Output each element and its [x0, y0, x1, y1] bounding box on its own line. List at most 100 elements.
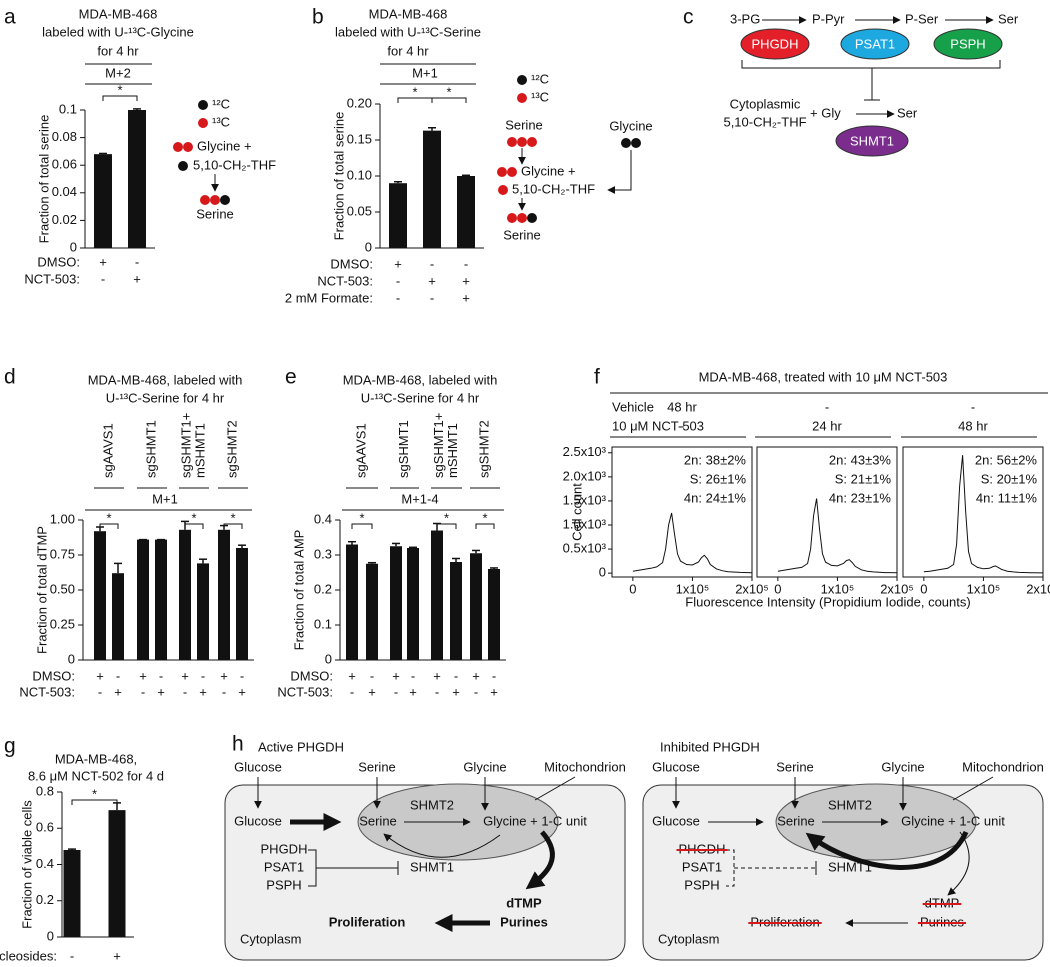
group-label: M+1	[412, 65, 438, 80]
y-tick-label: 2.5x10³	[563, 444, 607, 459]
group-label: M+2	[105, 65, 131, 80]
condition-label: DMSO:	[37, 254, 80, 269]
bar	[423, 130, 441, 248]
chart-title: 8.6 μM NCT-502 for 4 d	[28, 768, 164, 783]
x-tick-label: 0	[629, 581, 636, 596]
condition-label: NCT-503:	[24, 271, 80, 286]
chart-title: MDA-MB-468, labeled with	[88, 372, 243, 387]
scheme-label: Serine	[196, 206, 234, 221]
condition-mark: -	[240, 668, 244, 683]
bar	[450, 562, 462, 660]
condition-mark: -	[183, 684, 187, 699]
bar	[94, 154, 112, 248]
carbon-dot	[631, 138, 641, 148]
enzyme-label: SHMT2	[410, 797, 454, 812]
y-tick-label: 0	[68, 651, 75, 666]
compartment-label: Cytoplasm	[240, 931, 301, 946]
bar	[470, 553, 482, 660]
enzyme-label: PHGDH	[261, 841, 308, 856]
y-tick-label: 0	[599, 565, 606, 580]
enzyme-label: PHGDH	[752, 36, 799, 51]
x-tick-label: 2x10⁵	[1026, 581, 1050, 596]
condition-mark: -	[370, 668, 374, 683]
x-tick-label: 2x10⁵	[880, 581, 914, 596]
y-tick-label: 0.10	[347, 167, 372, 182]
condition-mark: +	[220, 668, 228, 683]
pathway-step: P-Ser	[905, 11, 939, 26]
enzyme-label: SHMT1	[410, 859, 454, 874]
x-tick-label: 0	[920, 581, 927, 596]
condition-mark: +	[392, 668, 400, 683]
condition-mark: +	[348, 668, 356, 683]
y-tick-label: 0	[365, 239, 372, 254]
group-name: sgSHMT1+	[431, 413, 446, 478]
annotation: 2n: 56±2%	[975, 452, 1038, 467]
bar	[457, 176, 475, 248]
y-tick-label: 0.3	[314, 546, 332, 561]
histogram-line	[923, 455, 1044, 574]
carbon-dot	[517, 213, 527, 223]
condition-mark: +	[452, 684, 460, 699]
metabolite: Serine	[359, 813, 397, 828]
group-label: M+1	[152, 491, 178, 506]
condition-mark: -	[396, 273, 400, 288]
carbon-dot	[497, 167, 507, 177]
row-label: 10 μM NCT-503	[612, 418, 704, 433]
condition-mark: -	[159, 668, 163, 683]
annotation: S: 26±1%	[690, 471, 747, 486]
enzyme-label: PSPH	[950, 36, 985, 51]
significance-bracket	[475, 523, 495, 529]
row-label: Vehicle	[612, 399, 654, 414]
condition-label: Nucleosides:	[0, 948, 57, 963]
condition-mark: -	[474, 684, 478, 699]
condition-mark: +	[157, 684, 165, 699]
condition-mark: -	[222, 684, 226, 699]
legend-label: ¹³C	[212, 114, 230, 129]
group-name: sgSHMT2	[224, 420, 239, 478]
y-tick-label: 0.2	[36, 892, 54, 907]
condition-label: NCT-503:	[317, 273, 373, 288]
scheme-label: 5,10-CH₂-THF	[193, 157, 276, 172]
panel-letter: f	[594, 366, 600, 389]
carbon-dot	[198, 100, 208, 110]
bar	[389, 183, 407, 248]
scheme-label: Serine	[503, 227, 541, 242]
y-tick-label: 0.1	[59, 101, 77, 116]
annotation: 4n: 11±1%	[976, 490, 1038, 505]
outcome-label: Proliferation	[329, 914, 406, 929]
condition-mark: +	[490, 684, 498, 699]
scheme-label: 5,10-CH₂-THF	[512, 181, 595, 196]
significance-label: *	[191, 510, 196, 525]
scheme-label: Glycine	[609, 118, 652, 133]
enzyme-label: PSPH	[684, 877, 719, 892]
condition-mark: +	[181, 668, 189, 683]
panel-letter: a	[4, 6, 16, 29]
condition-mark: +	[462, 290, 470, 305]
enzyme-oval	[740, 28, 810, 60]
y-tick-label: 1.00	[50, 511, 75, 526]
y-tick-label: 0.2	[314, 581, 332, 596]
y-tick-label: 0.20	[347, 95, 372, 110]
y-tick-label: 2.0x10³	[563, 468, 607, 483]
arrow	[607, 150, 632, 194]
condition-label: DMSO:	[290, 668, 333, 683]
carbon-dot	[498, 185, 508, 195]
condition-mark: +	[139, 668, 147, 683]
bar	[236, 548, 248, 660]
y-tick-label: 0.04	[52, 184, 77, 199]
input-label: Serine	[358, 759, 396, 774]
y-tick-label: 1.5x10³	[563, 492, 607, 507]
diagram-title: Inhibited PHGDH	[660, 739, 760, 754]
product-label: dTMP	[506, 895, 542, 910]
legend-label: ¹²C	[212, 96, 230, 111]
scheme-label: Cytoplasmic	[730, 96, 801, 111]
enzyme-label: PSAT1	[682, 859, 722, 874]
annotation: S: 21±1%	[835, 471, 892, 486]
y-axis-label: Fraction of total serine	[36, 115, 51, 244]
x-tick-label: 2x10⁵	[735, 581, 769, 596]
condition-mark: -	[492, 668, 496, 683]
bar	[128, 110, 146, 248]
carbon-dot	[517, 75, 527, 85]
column-label: -	[825, 399, 829, 414]
x-tick-label: 1x10⁵	[821, 581, 855, 596]
